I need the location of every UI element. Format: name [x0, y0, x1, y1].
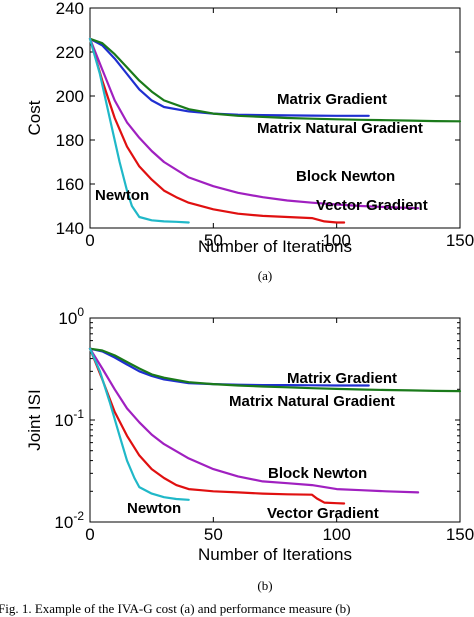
y-tick-label: 220 [56, 43, 84, 62]
x-tick-label: 100 [322, 525, 350, 544]
x-tick-label: 100 [322, 231, 350, 250]
series-line-matrix-gradient [88, 37, 370, 117]
panel-a-label-matrix-natural-gradient: Matrix Natural Gradient [257, 120, 423, 137]
y-tick-label: 10-1 [54, 407, 84, 430]
x-tick-label: 0 [85, 525, 94, 544]
panel-b: 0 50 100 150 10-2 10-1 100 Number of Iteratio… [25, 305, 474, 593]
panel-b-caption: (b) [257, 578, 272, 593]
y-tick-label: 140 [56, 219, 84, 238]
series-line-newton [88, 37, 190, 224]
panel-a-label-block-newton: Block Newton [296, 168, 395, 185]
figure-footer-caption: Fig. 1. Example of the IVA-G cost (a) an… [0, 601, 350, 616]
panel-a-caption: (a) [258, 268, 272, 283]
series-line-newton [88, 347, 190, 501]
x-tick-label: 0 [85, 231, 94, 250]
y-tick-label: 240 [56, 0, 84, 18]
y-tick-label: 160 [56, 175, 84, 194]
series-line-vector-gradient [88, 37, 346, 224]
panel-b-label-matrix-gradient: Matrix Gradient [287, 370, 397, 387]
panel-a-label-newton: Newton [95, 187, 149, 204]
panel-b-y-label: Joint ISI [25, 389, 44, 450]
panel-a-lines [88, 37, 462, 224]
panel-b-label-matrix-natural-gradient: Matrix Natural Gradient [229, 393, 395, 410]
series-line-block-newton [88, 37, 420, 210]
panel-b-label-newton: Newton [127, 500, 181, 517]
x-tick-label: 150 [446, 525, 474, 544]
series-line-vector-gradient [88, 347, 346, 505]
panel-a-axes-frame [89, 7, 461, 229]
panel-a-y-label: Cost [25, 100, 44, 135]
y-tick-label: 180 [56, 131, 84, 150]
x-tick-label: 150 [446, 231, 474, 250]
panel-a: 0 50 100 150 140 160 180 200 220 240 Number of I… [25, 0, 474, 283]
panel-b-x-label: Number of Iterations [198, 545, 352, 564]
panel-a-y-ticks: 140 160 180 200 220 240 [56, 0, 460, 238]
panel-a-label-vector-gradient: Vector Gradient [316, 197, 428, 214]
panel-a-x-ticks: 0 50 100 150 [85, 8, 474, 250]
panel-a-x-label: Number of Iterations [198, 237, 352, 256]
panel-b-y-ticks: 10-2 10-1 100 [54, 305, 460, 532]
y-tick-label: 200 [56, 87, 84, 106]
panel-a-label-matrix-gradient: Matrix Gradient [277, 91, 387, 108]
panel-b-label-vector-gradient: Vector Gradient [267, 505, 379, 522]
panel-b-label-block-newton: Block Newton [268, 465, 367, 482]
series-line-matrix-natural-gradient [88, 347, 462, 393]
panel-b-x-ticks: 0 50 100 150 [85, 318, 474, 544]
series-line-block-newton [88, 347, 420, 494]
y-tick-label: 10-2 [54, 509, 84, 532]
x-tick-label: 50 [204, 231, 223, 250]
panel-b-lines [88, 347, 462, 505]
x-tick-label: 50 [204, 525, 223, 544]
series-line-matrix-natural-gradient [88, 37, 462, 123]
y-tick-label: 100 [58, 305, 84, 328]
